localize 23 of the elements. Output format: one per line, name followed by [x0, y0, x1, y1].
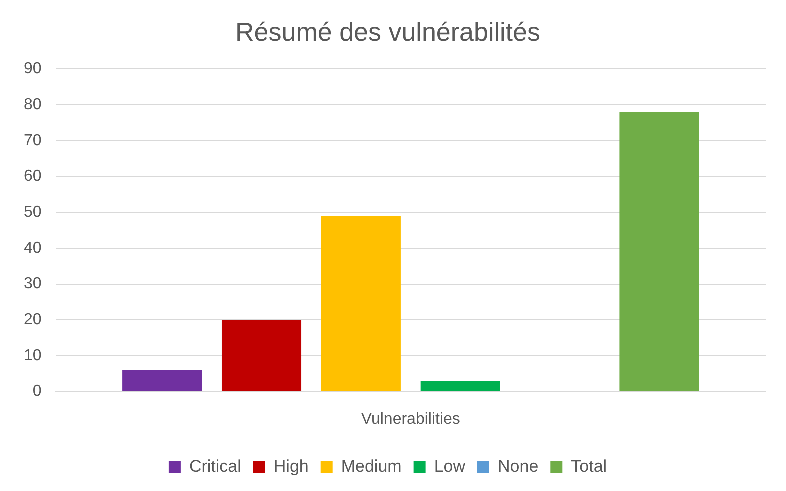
y-tick-label: 80 [24, 96, 42, 114]
legend-label: Low [434, 457, 466, 476]
bar [122, 370, 202, 392]
legend-label: None [498, 457, 539, 476]
y-tick-label: 30 [24, 276, 42, 293]
y-tick-label: 90 [24, 60, 42, 78]
y-tick-label: 10 [24, 347, 42, 364]
bar [321, 216, 401, 392]
y-tick-label: 70 [24, 132, 42, 150]
legend-label: High [274, 457, 309, 476]
bar [420, 381, 500, 392]
legend-label: Medium [341, 457, 402, 476]
x-tick-label: Vulnerabilities [361, 410, 460, 428]
legend-label: Total [571, 457, 608, 476]
y-tick-label: 0 [32, 383, 42, 400]
chart-title: Résumé des vulnérabilités [236, 16, 540, 47]
y-tick-label: 20 [24, 312, 42, 329]
legend-label: Critical [189, 457, 242, 476]
y-tick-label: 40 [24, 240, 42, 257]
y-tick-label: 60 [24, 168, 42, 186]
bar [222, 320, 302, 392]
bar [620, 112, 700, 392]
y-tick-label: 50 [24, 204, 42, 221]
